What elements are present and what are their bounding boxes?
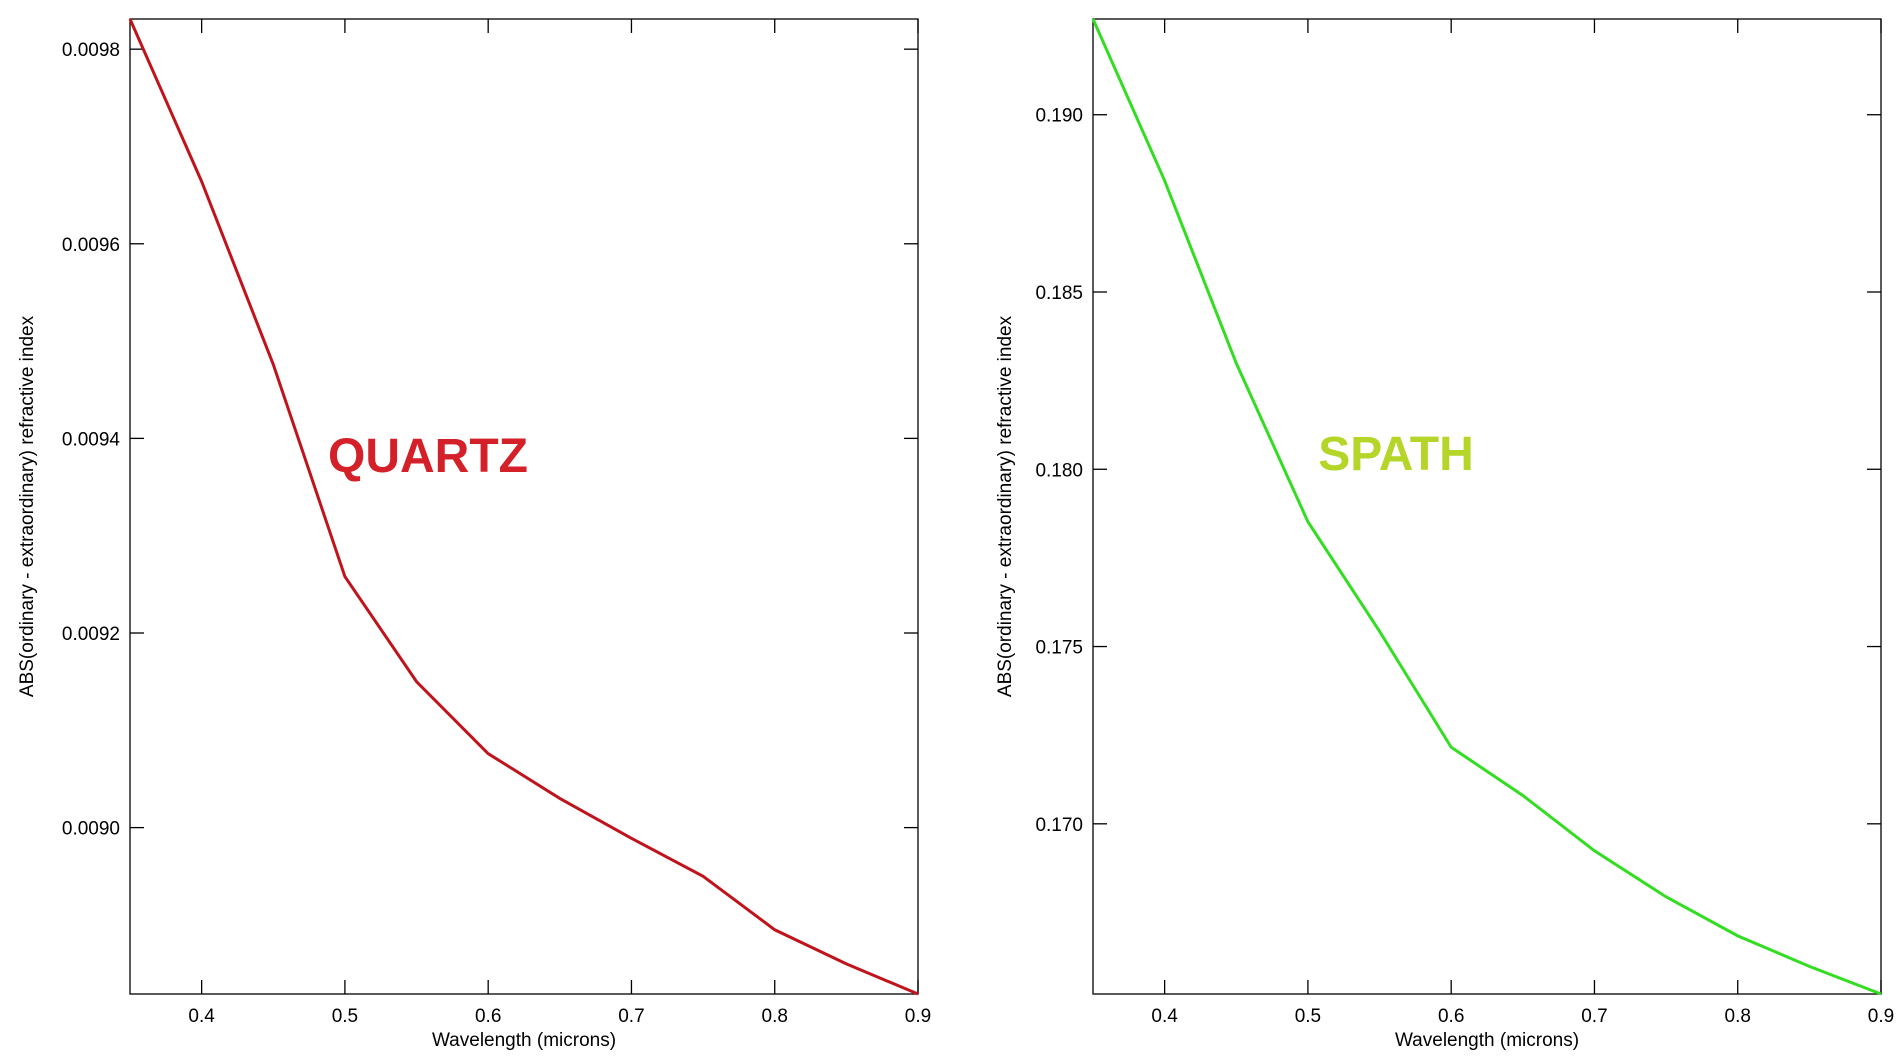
x-tick-label: 0.5 [1295, 1006, 1321, 1027]
x-tick-label: 0.8 [762, 1006, 788, 1027]
x-tick-label: 0.6 [1438, 1006, 1464, 1027]
y-axis-title: ABS(ordinary - extraordinary) refractive… [995, 315, 1016, 697]
x-axis-title: Wavelength (microns) [432, 1030, 616, 1051]
x-axis-title: Wavelength (microns) [1395, 1030, 1579, 1051]
y-tick-label: 0.175 [1035, 638, 1083, 659]
data-line [128, 18, 919, 996]
y-tick-label: 0.0098 [62, 40, 120, 61]
y-tick-label: 0.0094 [62, 429, 121, 450]
y-tick-label: 0.185 [1035, 283, 1083, 304]
y-tick-label: 0.170 [1035, 815, 1083, 836]
x-tick-label: 0.7 [1581, 1006, 1607, 1027]
x-tick-label: 0.9 [1868, 1006, 1894, 1027]
x-tick-label: 0.6 [475, 1006, 501, 1027]
x-tick-label: 0.5 [332, 1006, 358, 1027]
plot-frame [129, 18, 919, 995]
x-tick-label: 0.4 [1151, 1006, 1178, 1027]
x-tick-label: 0.9 [905, 1006, 931, 1027]
y-tick-label: 0.0090 [62, 819, 120, 840]
data-line [1091, 18, 1882, 996]
annotation: SPATH [1318, 428, 1474, 481]
y-tick-label: 0.0096 [62, 235, 120, 256]
y-tick-label: 0.0092 [62, 624, 120, 645]
y-tick-label: 0.190 [1035, 106, 1083, 127]
plot-frame [1092, 18, 1882, 995]
annotation: QUARTZ [328, 430, 528, 483]
y-axis-title: ABS(ordinary - extraordinary) refractive… [17, 315, 38, 697]
x-tick-label: 0.4 [188, 1006, 215, 1027]
x-tick-label: 0.7 [618, 1006, 644, 1027]
x-tick-label: 0.8 [1725, 1006, 1751, 1027]
y-tick-label: 0.180 [1035, 460, 1083, 481]
